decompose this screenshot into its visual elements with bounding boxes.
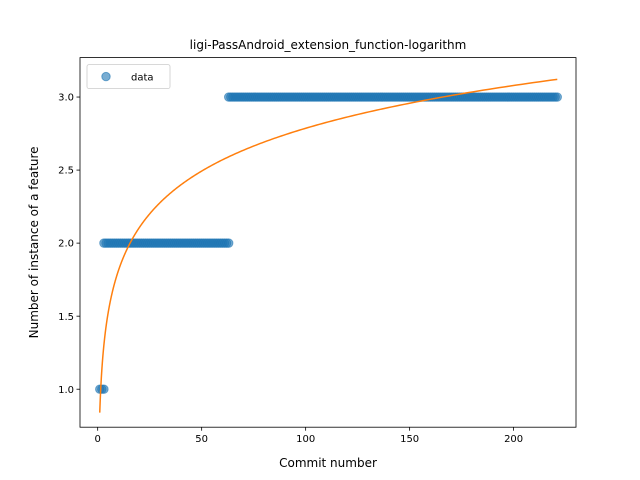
- data-point: [99, 384, 109, 394]
- y-tick-label: 3.0: [58, 93, 74, 104]
- y-tick-label: 2.0: [58, 239, 74, 250]
- y-tick-label: 1.0: [58, 385, 74, 396]
- x-tick-label: 0: [94, 434, 100, 445]
- x-axis-label: Commit number: [279, 456, 377, 470]
- x-tick-label: 150: [400, 434, 419, 445]
- fit-curve: [99, 78, 558, 413]
- legend: data: [86, 64, 171, 89]
- x-tick-label: 200: [504, 434, 523, 445]
- chart-title: ligi-PassAndroid_extension_function-loga…: [190, 38, 467, 52]
- data-point: [552, 92, 562, 102]
- x-tick-label: 50: [195, 434, 208, 445]
- fit-curve-layer: [99, 78, 558, 413]
- y-tick-label: 2.5: [58, 166, 74, 177]
- y-axis-label: Number of instance of a feature: [27, 146, 41, 338]
- data-points: [95, 92, 562, 394]
- x-axis-ticks: 0 50 100 150 200: [94, 427, 523, 445]
- x-tick-label: 100: [296, 434, 315, 445]
- y-tick-label: 1.5: [58, 312, 74, 323]
- data-point: [223, 238, 234, 248]
- y-axis-ticks: 1.0 1.5 2.0 2.5 3.0: [58, 93, 80, 396]
- legend-marker-data: [101, 71, 111, 82]
- legend-box: [86, 64, 171, 89]
- legend-label-data: data: [131, 72, 154, 83]
- plot-frame: [79, 57, 577, 428]
